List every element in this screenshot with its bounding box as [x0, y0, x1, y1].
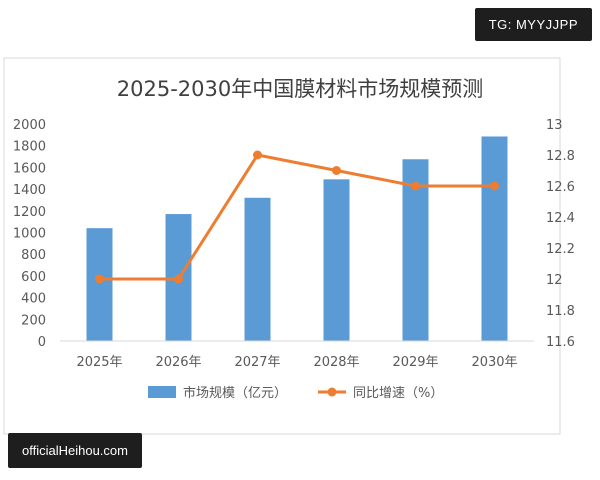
x-axis-tick-label: 2027年 — [234, 355, 280, 370]
left-axis-tick-label: 1200 — [13, 205, 46, 220]
right-axis-tick-label: 12 — [546, 273, 563, 288]
x-axis-tick-label: 2025年 — [76, 355, 122, 370]
left-axis-tick-label: 200 — [21, 313, 46, 328]
growth-point-4 — [332, 166, 341, 175]
growth-line — [99, 153, 495, 281]
right-y-axis: 11.6 11.8 12 12.2 12.4 12.6 12.8 13 — [546, 118, 575, 350]
right-axis-tick-label: 12.4 — [546, 211, 575, 226]
growth-point-3 — [253, 150, 262, 160]
right-axis-tick-label: 12.2 — [546, 242, 575, 257]
left-axis-tick-label: 1400 — [13, 183, 46, 198]
left-axis-tick-label: 0 — [38, 335, 46, 350]
x-axis-tick-label: 2030年 — [471, 355, 517, 370]
bar-4 — [323, 179, 350, 341]
legend-line-label: 同比增速（%） — [353, 386, 443, 401]
bar-3 — [244, 197, 271, 341]
growth-point-5 — [411, 181, 420, 191]
left-axis-tick-label: 1800 — [13, 140, 46, 155]
x-axis-tick-label: 2026年 — [155, 355, 201, 370]
right-axis-tick-label: 11.8 — [546, 304, 575, 319]
growth-point-1 — [95, 274, 104, 284]
right-axis-tick-label: 12.8 — [546, 149, 575, 164]
bottom-watermark-badge: officialHeihou.com — [8, 433, 142, 468]
right-axis-tick-label: 13 — [546, 118, 563, 133]
legend-bar-label: 市场规模（亿元） — [183, 385, 287, 401]
left-axis-tick-label: 1600 — [13, 161, 46, 176]
x-axis: 2025年 2026年 2027年 2028年 2029年 2030年 — [76, 355, 517, 370]
growth-point-6 — [490, 181, 499, 191]
growth-point-2 — [174, 274, 183, 284]
bar-series — [60, 136, 534, 342]
legend: 市场规模（亿元） 同比增速（%） — [148, 385, 443, 401]
top-watermark-badge: TG: MYYJJPP — [474, 8, 592, 41]
left-axis-tick-label: 600 — [21, 270, 46, 285]
left-axis-tick-label: 1000 — [13, 227, 46, 242]
x-axis-tick-label: 2029年 — [392, 355, 438, 370]
legend-bar-swatch — [148, 386, 176, 398]
bar-1 — [86, 228, 113, 341]
left-axis-tick-label: 400 — [21, 292, 46, 307]
legend-line-marker — [327, 387, 337, 397]
left-axis-tick-label: 2000 — [13, 118, 46, 133]
bar-6 — [481, 136, 508, 341]
chart-title: 2025-2030年中国膜材料市场规模预测 — [117, 77, 483, 101]
right-axis-tick-label: 12.6 — [546, 180, 575, 195]
x-axis-tick-label: 2028年 — [313, 355, 359, 370]
line-series — [95, 150, 499, 284]
right-axis-tick-label: 11.6 — [546, 335, 575, 350]
left-y-axis: 0 200 400 600 800 1000 1200 1400 1600 1800 2000 — [13, 118, 46, 350]
left-axis-tick-label: 800 — [21, 248, 46, 263]
